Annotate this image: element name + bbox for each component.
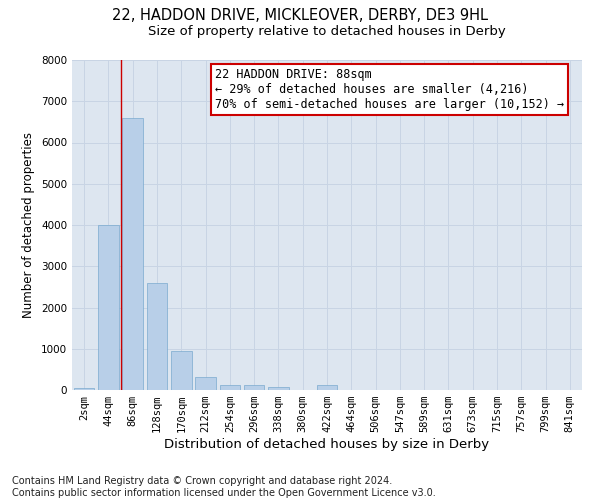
Bar: [146, 283, 167, 390]
Bar: [195, 377, 216, 390]
Bar: [268, 386, 289, 390]
Y-axis label: Number of detached properties: Number of detached properties: [22, 132, 35, 318]
Bar: [98, 225, 119, 390]
Text: Contains HM Land Registry data © Crown copyright and database right 2024.
Contai: Contains HM Land Registry data © Crown c…: [12, 476, 436, 498]
Title: Size of property relative to detached houses in Derby: Size of property relative to detached ho…: [148, 25, 506, 38]
Bar: [171, 351, 191, 390]
Bar: [244, 386, 265, 390]
Bar: [74, 388, 94, 390]
X-axis label: Distribution of detached houses by size in Derby: Distribution of detached houses by size …: [164, 438, 490, 451]
Text: 22, HADDON DRIVE, MICKLEOVER, DERBY, DE3 9HL: 22, HADDON DRIVE, MICKLEOVER, DERBY, DE3…: [112, 8, 488, 22]
Text: 22 HADDON DRIVE: 88sqm
← 29% of detached houses are smaller (4,216)
70% of semi-: 22 HADDON DRIVE: 88sqm ← 29% of detached…: [215, 68, 564, 112]
Bar: [220, 384, 240, 390]
Bar: [122, 118, 143, 390]
Bar: [317, 386, 337, 390]
